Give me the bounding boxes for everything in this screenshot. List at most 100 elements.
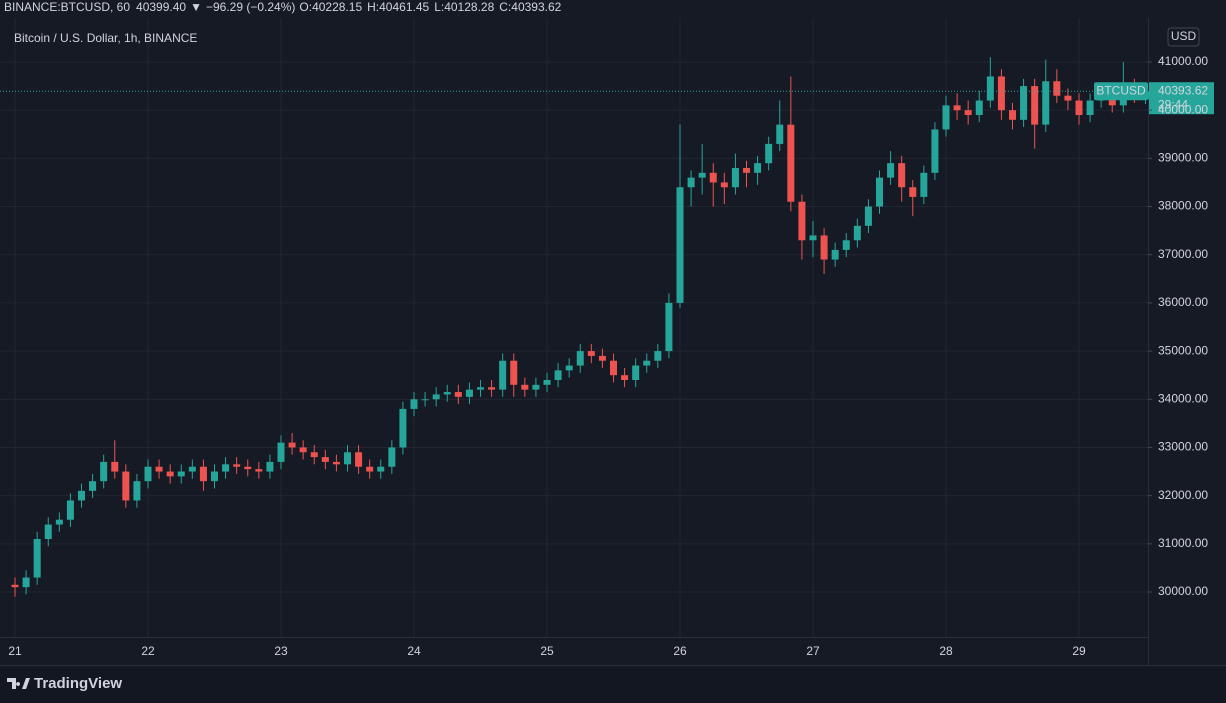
candle-body — [864, 206, 872, 226]
ohlc-value: 40228.15 — [312, 0, 362, 14]
candle-body — [909, 187, 917, 197]
y-tick-label: 32000.00 — [1158, 488, 1208, 502]
candle-body — [754, 163, 762, 173]
candle-body — [920, 172, 928, 197]
ohlc-label: C: — [499, 0, 511, 14]
symbol-tag — [1094, 82, 1148, 101]
chart-title: Bitcoin / U.S. Dollar, 1h, BINANCE — [14, 31, 197, 45]
candle-body — [809, 235, 817, 241]
candle-body — [942, 105, 950, 130]
y-tick-label: 30000.00 — [1158, 584, 1208, 598]
candle-body — [22, 577, 30, 588]
candle-body — [632, 365, 640, 380]
candle-body — [233, 464, 241, 467]
candle-body — [1009, 110, 1017, 120]
candle-body — [1064, 95, 1072, 101]
currency-label[interactable]: USD — [1171, 29, 1197, 43]
candle-body — [432, 394, 440, 400]
y-tick-label: 38000.00 — [1158, 199, 1208, 213]
candle-body — [321, 457, 329, 462]
candle-body — [676, 187, 684, 303]
candle-body — [111, 461, 119, 472]
price-tag — [1149, 82, 1214, 115]
x-tick-label: 23 — [274, 644, 288, 658]
candle-body — [310, 452, 318, 458]
x-tick-label: 26 — [673, 644, 687, 658]
brand[interactable]: TradingView — [34, 675, 122, 692]
candle-body — [155, 466, 163, 472]
candle-body — [731, 167, 739, 188]
candle-body — [89, 481, 97, 491]
candle-body — [887, 163, 895, 178]
x-tick-label: 25 — [540, 644, 554, 658]
symbol-tag-label: BTCUSD — [1096, 83, 1146, 97]
y-tick-label: 33000.00 — [1158, 440, 1208, 454]
y-tick-label: 39000.00 — [1158, 151, 1208, 165]
candle-body — [1086, 100, 1094, 115]
candle-body — [587, 351, 595, 356]
header-value: −96.29 (−0.24%) — [206, 0, 295, 14]
candle-body — [255, 469, 263, 472]
candle-body — [288, 442, 296, 448]
candle-body — [1042, 81, 1050, 125]
y-tick-label: 36000.00 — [1158, 295, 1208, 309]
candle-body — [543, 379, 551, 385]
candle-body — [931, 129, 939, 173]
candle-body — [831, 249, 839, 260]
candle-body — [244, 466, 252, 470]
ohlc-value: 40393.62 — [511, 0, 561, 14]
candle-body — [565, 365, 573, 371]
candle-body — [144, 466, 152, 482]
candle-body — [532, 384, 540, 390]
candle-body — [1108, 95, 1116, 106]
candle-body — [842, 240, 850, 250]
candle-body — [11, 584, 19, 588]
candle-body — [1075, 100, 1083, 115]
candle-body — [598, 355, 606, 361]
candle-body — [765, 143, 773, 164]
candle-body — [166, 471, 174, 477]
candles — [11, 57, 1150, 597]
y-tick-label: 40000.00 — [1158, 102, 1208, 116]
y-tick-label: 37000.00 — [1158, 247, 1208, 261]
candle-body — [277, 442, 285, 462]
candle-body — [122, 471, 130, 501]
brand-icon[interactable] — [7, 678, 30, 689]
x-tick-label: 22 — [141, 644, 155, 658]
candle-body — [78, 490, 86, 501]
candle-body — [643, 360, 651, 366]
header-value: ▼ — [190, 0, 202, 14]
candle-body — [975, 100, 983, 115]
symbol: BINANCE:BTCUSD, 60 — [4, 0, 130, 14]
candle-body — [510, 360, 518, 385]
candle-body — [477, 387, 485, 390]
candle-body — [798, 201, 806, 241]
candle-body — [720, 182, 728, 188]
candle-body — [687, 177, 695, 188]
candle-body — [698, 172, 706, 178]
candle-body — [1053, 81, 1061, 96]
ohlc-value: 40461.45 — [379, 0, 429, 14]
y-tick-label: 41000.00 — [1158, 54, 1208, 68]
ohlc-label: H: — [367, 0, 379, 14]
candle-body — [554, 370, 562, 380]
candle-body — [344, 452, 352, 465]
candle-body — [55, 519, 63, 525]
currency-button[interactable] — [1167, 27, 1200, 47]
candle-body — [465, 389, 473, 397]
candle-body — [654, 351, 662, 361]
candle-body — [133, 481, 141, 501]
candle-body — [421, 399, 429, 401]
candle-body — [576, 351, 584, 366]
candle-body — [44, 524, 52, 539]
x-tick-label: 21 — [8, 644, 22, 658]
price-tag-countdown: 29:44 — [1158, 97, 1188, 111]
candle-body — [1031, 86, 1039, 125]
candle-body — [299, 447, 307, 453]
candle-body — [986, 76, 994, 101]
y-tick-label: 34000.00 — [1158, 391, 1208, 405]
candle-body — [876, 177, 884, 207]
candle-body — [776, 124, 784, 144]
